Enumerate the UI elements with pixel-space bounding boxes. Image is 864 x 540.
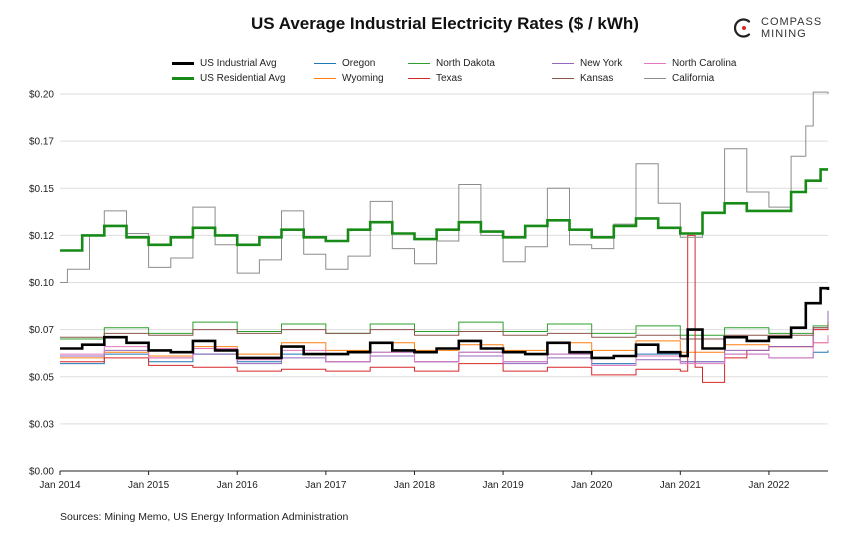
y-tick-label: $0.05 <box>29 372 54 383</box>
legend-item: Kansas <box>552 71 613 85</box>
y-tick-label: $0.07 <box>29 325 54 336</box>
x-tick-label: Jan 2014 <box>39 480 81 491</box>
logo-line-1: COMPASS <box>761 16 823 28</box>
x-tick-label: Jan 2016 <box>217 480 259 491</box>
series-line-us-residential-avg <box>60 168 828 252</box>
series-line-california <box>60 91 829 283</box>
legend-item: Oregon <box>314 56 375 70</box>
legend-label: US Residential Avg <box>200 72 286 84</box>
series-line-new-york <box>60 310 829 366</box>
y-tick-label: $0.20 <box>29 90 54 101</box>
x-tick-label: Jan 2015 <box>128 480 170 491</box>
legend-label: Oregon <box>342 57 376 69</box>
legend-label: US Industrial Avg <box>200 57 277 69</box>
legend-swatch <box>644 77 666 79</box>
y-tick-label: $0.00 <box>29 467 54 478</box>
series-line-us-industrial-avg <box>60 286 830 360</box>
chart-legend: US Industrial Avg US Residential Avg Orego… <box>172 56 772 86</box>
legend-item: North Dakota <box>408 56 495 70</box>
legend-swatch <box>552 62 574 64</box>
legend-item: Texas <box>408 71 462 85</box>
x-tick-label: Jan 2019 <box>482 480 524 491</box>
legend-item: US Industrial Avg <box>172 56 277 70</box>
legend-item: California <box>644 71 714 85</box>
x-tick-label: Jan 2018 <box>394 480 436 491</box>
legend-label: North Carolina <box>672 57 737 69</box>
chart-title: US Average Industrial Electricity Rates … <box>251 14 639 33</box>
logo-wordmark: COMPASS MINING <box>761 16 822 40</box>
series-line-texas <box>60 234 829 383</box>
legend-label: Texas <box>436 72 463 84</box>
logo-line-2: MINING <box>761 28 807 40</box>
legend-swatch <box>408 77 430 79</box>
x-tick-label: Jan 2022 <box>748 480 790 491</box>
x-tick-label: Jan 2021 <box>660 480 702 491</box>
legend-label: New York <box>580 57 623 69</box>
legend-label: Kansas <box>580 72 614 84</box>
legend-item: US Residential Avg <box>172 71 285 85</box>
legend-swatch <box>408 62 430 64</box>
legend-swatch <box>314 77 336 79</box>
legend-item: North Carolina <box>644 56 736 70</box>
legend-item: Wyoming <box>314 71 384 85</box>
legend-swatch <box>552 77 574 79</box>
legend-label: California <box>672 72 715 84</box>
y-tick-label: $0.03 <box>29 419 54 430</box>
legend-label: North Dakota <box>436 57 495 69</box>
series-line-kansas <box>60 322 829 340</box>
series-line-north-dakota <box>60 320 829 340</box>
compass-logo-icon <box>733 18 751 38</box>
legend-label: Wyoming <box>342 72 384 84</box>
y-tick-label: $0.10 <box>29 278 54 289</box>
legend-swatch <box>172 61 194 65</box>
legend-swatch <box>172 76 194 80</box>
legend-item: New York <box>552 56 622 70</box>
legend-swatch <box>644 62 666 64</box>
legend-swatch <box>314 62 336 64</box>
x-tick-label: Jan 2020 <box>571 480 613 491</box>
compass-mining-logo: COMPASS MINING <box>733 16 822 40</box>
source-note: Sources: Mining Memo, US Energy Informat… <box>60 511 349 523</box>
y-tick-label: $0.17 <box>29 137 54 148</box>
y-tick-label: $0.12 <box>29 231 54 242</box>
x-tick-label: Jan 2017 <box>305 480 347 491</box>
y-tick-label: $0.15 <box>29 184 54 195</box>
